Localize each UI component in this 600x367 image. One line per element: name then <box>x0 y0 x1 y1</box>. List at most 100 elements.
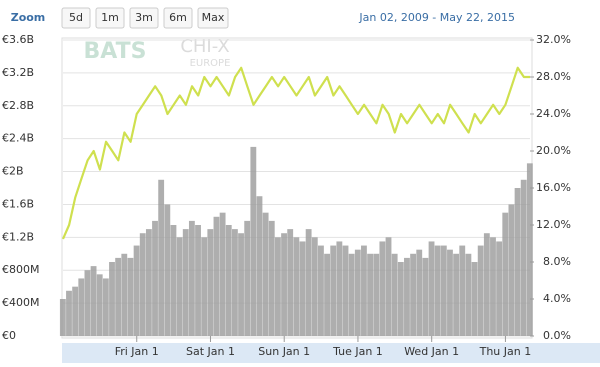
volume-bar <box>244 220 251 336</box>
y2-tick-label: 32.0% <box>536 33 571 46</box>
volume-bar <box>145 229 152 336</box>
volume-bar <box>231 229 238 336</box>
volume-bar <box>422 257 429 336</box>
volume-bar <box>453 253 460 336</box>
volume-bar <box>225 225 232 336</box>
volume-bar <box>139 233 146 336</box>
share-line <box>61 66 530 240</box>
zoom-button-label: 5d <box>69 11 83 24</box>
volume-bar <box>526 163 533 336</box>
volume-bar <box>483 233 490 336</box>
volume-bar <box>477 245 484 336</box>
volume-bar <box>324 253 330 336</box>
volume-bar <box>201 237 208 336</box>
volume-bar <box>59 299 66 336</box>
volume-bar <box>287 229 294 336</box>
y-tick-label: €800M <box>2 263 40 276</box>
volume-bar <box>121 253 128 336</box>
volume-bar <box>502 212 509 336</box>
volume-bar <box>391 253 398 336</box>
volume-bar <box>281 233 287 336</box>
zoom-button[interactable] <box>95 7 125 29</box>
volume-bar <box>250 146 257 336</box>
volume-bar <box>348 253 355 336</box>
volume-bar <box>434 245 441 336</box>
volume-bar <box>367 253 374 336</box>
zoom-button[interactable] <box>163 7 193 29</box>
volume-bar <box>152 220 158 336</box>
volume-bar <box>158 179 165 336</box>
y2-tick-label: 4.0% <box>543 292 571 305</box>
volume-bar <box>490 237 496 336</box>
volume-bar <box>410 253 417 336</box>
volume-bar <box>342 245 349 336</box>
zoom-buttons: 5d 1m 3m 6m Max <box>61 7 229 29</box>
date-range: Jan 02, 2009 - May 22, 2015 <box>358 11 515 24</box>
y-tick-label: €0 <box>2 329 16 342</box>
watermark: BATS CHI-X EUROPE <box>84 36 231 69</box>
zoom-button-label: 1m <box>101 11 119 24</box>
y-tick-label: €1.6B <box>2 197 34 210</box>
volume-bar <box>471 262 478 336</box>
volume-bar <box>361 245 367 336</box>
volume-bar <box>127 257 134 336</box>
y2-tick-label: 28.0% <box>536 70 571 83</box>
y2-tick-label: 24.0% <box>536 107 571 120</box>
x-tick-label: Sun Jan 1 <box>258 345 310 358</box>
volume-bar <box>72 286 79 336</box>
y2-tick-label: 12.0% <box>536 218 571 231</box>
volume-bar <box>379 241 386 336</box>
y-tick-label: €2.8B <box>2 99 34 112</box>
zoom-label: Zoom <box>11 11 46 24</box>
volume-bar <box>404 257 410 336</box>
volume-bar <box>219 212 226 336</box>
x-tick-label: Thu Jan 1 <box>479 345 532 358</box>
x-tick-label: Sat Jan 1 <box>186 345 235 358</box>
volume-bar <box>164 204 171 336</box>
volume-bar <box>213 216 220 336</box>
y2-tick-label: 0.0% <box>543 329 571 342</box>
volume-bar <box>330 245 337 336</box>
volume-bar <box>170 225 177 336</box>
volume-bar <box>520 179 527 336</box>
watermark-text: EUROPE <box>190 58 231 69</box>
volume-bar <box>311 237 318 336</box>
volume-bar <box>256 196 263 336</box>
volume-bar <box>318 245 324 336</box>
volume-bar <box>299 241 306 336</box>
volume-bar <box>305 229 312 336</box>
x-tick-label: Fri Jan 1 <box>115 345 159 358</box>
volume-bar <box>109 262 115 336</box>
x-tick-label: Tue Jan 1 <box>332 345 383 358</box>
y2-tick-label: 20.0% <box>536 144 571 157</box>
volume-bar <box>459 245 466 336</box>
volume-bar <box>508 204 515 336</box>
zoom-button-label: Max <box>202 11 225 24</box>
volume-bar <box>373 253 380 336</box>
volume-bar <box>385 237 392 336</box>
volume-bar <box>102 278 109 336</box>
volume-bar <box>115 257 122 336</box>
volume-bar <box>133 245 140 336</box>
volume-bar <box>182 229 189 336</box>
volume-bar <box>336 241 343 336</box>
zoom-button[interactable] <box>129 7 159 29</box>
zoom-button-label: 6m <box>169 11 187 24</box>
zoom-button[interactable] <box>197 7 229 29</box>
volume-bar <box>465 253 472 336</box>
volume-bar <box>66 290 72 336</box>
x-axis-band <box>62 343 600 363</box>
zoom-button[interactable] <box>61 7 91 29</box>
volume-bar <box>293 237 300 336</box>
y-tick-label: €2B <box>2 165 24 178</box>
y-tick-label: €400M <box>2 296 40 309</box>
y-tick-label: €3.2B <box>2 66 34 79</box>
y-tick-label: €1.2B <box>2 230 34 243</box>
volume-bar <box>514 188 521 336</box>
volume-bar <box>78 278 85 336</box>
watermark-text: BATS <box>84 39 147 64</box>
y2-tick-label: 8.0% <box>543 255 571 268</box>
volume-bar <box>188 220 195 336</box>
